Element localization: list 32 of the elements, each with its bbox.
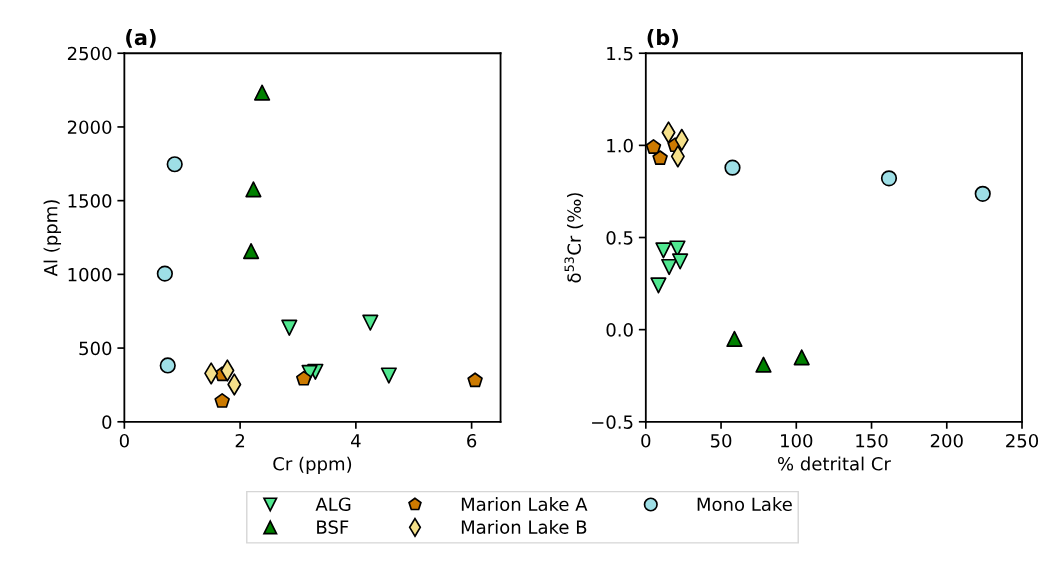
y-axis-title: Al (ppm): [43, 200, 62, 277]
x-tick-label: 50: [710, 433, 732, 448]
x-tick-label: 0: [641, 433, 651, 448]
legend-label: BSF: [317, 520, 349, 534]
y-tick-label: 1000: [68, 267, 112, 282]
y-tick-label: 0: [102, 415, 112, 429]
y-tick-label: 0.0: [606, 323, 633, 337]
x-tick-label: 100: [781, 433, 813, 448]
legend-label: Marion Lake A: [461, 497, 588, 512]
x-tick-label: 150: [856, 433, 888, 448]
x-tick-label: 250: [1006, 433, 1039, 448]
y-tick-label: −0.5: [592, 415, 633, 429]
y-tick-label: 2000: [67, 120, 112, 135]
y-tick-label: 1.5: [607, 46, 633, 61]
x-axis-title: % detrital Cr: [777, 456, 891, 471]
legend-label: Marion Lake B: [461, 519, 587, 534]
y-tick-label: 1.0: [607, 138, 633, 153]
x-tick-label: 0: [119, 433, 129, 448]
y-axis-title: δ$^{53}$Cr (‰): [564, 193, 584, 283]
legend-label: ALG: [315, 497, 351, 512]
y-tick-label: 500: [79, 341, 112, 356]
x-tick-label: 2: [235, 433, 245, 448]
chart-title: (a): [126, 29, 156, 48]
x-tick-label: 4: [351, 434, 361, 448]
y-tick-label: 0.5: [606, 230, 633, 245]
chart-title: (b): [647, 29, 678, 48]
x-tick-label: 200: [930, 433, 963, 448]
legend-label: Mono Lake: [697, 497, 792, 512]
y-tick-label: 2500: [67, 46, 112, 61]
y-tick-label: 1500: [68, 194, 112, 208]
x-tick-label: 6: [467, 433, 477, 448]
x-axis-title: Cr (ppm): [273, 456, 352, 475]
